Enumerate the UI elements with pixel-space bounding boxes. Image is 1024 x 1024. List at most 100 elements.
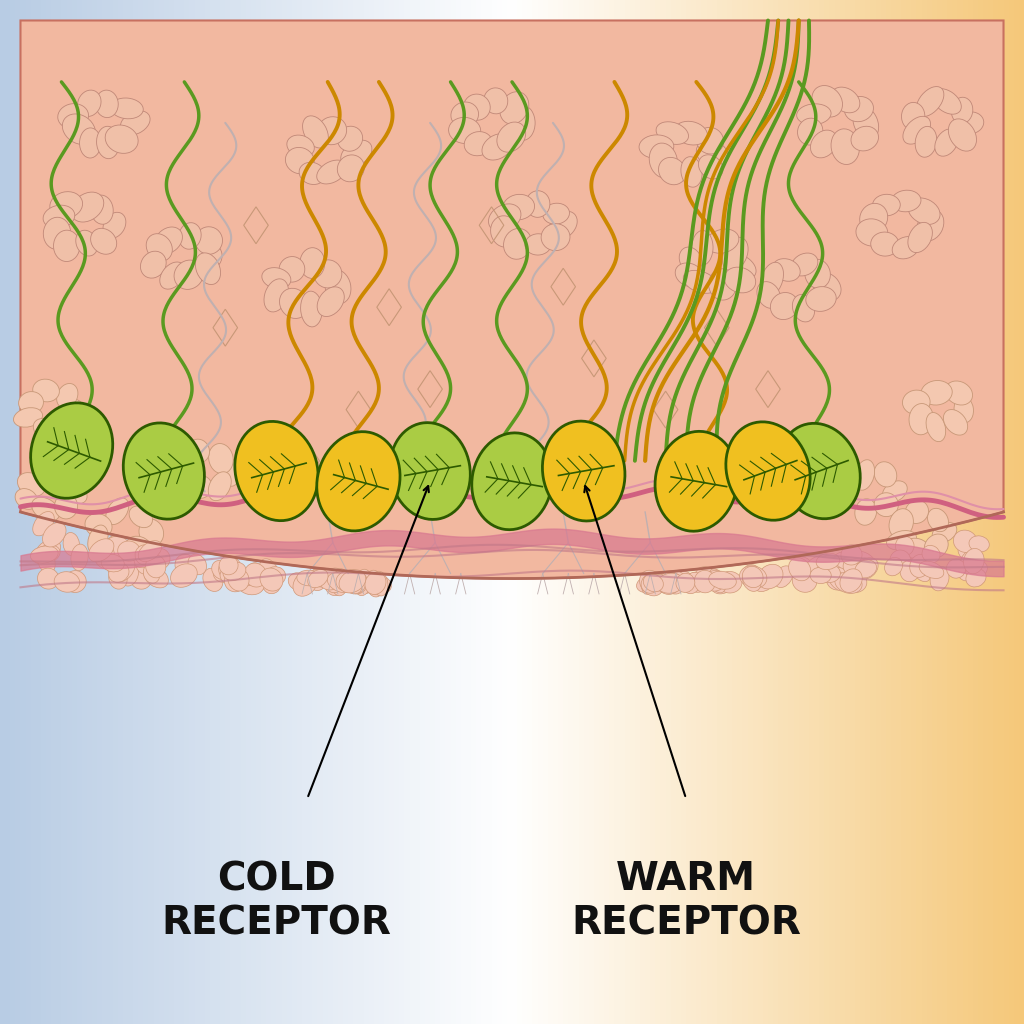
Ellipse shape	[793, 569, 817, 592]
Ellipse shape	[739, 566, 767, 589]
Ellipse shape	[324, 568, 346, 596]
Ellipse shape	[343, 569, 366, 593]
Ellipse shape	[213, 562, 234, 583]
Ellipse shape	[219, 557, 241, 580]
Ellipse shape	[62, 114, 95, 144]
Ellipse shape	[890, 550, 910, 570]
Ellipse shape	[130, 568, 152, 589]
Ellipse shape	[918, 210, 944, 241]
Ellipse shape	[709, 269, 736, 300]
Ellipse shape	[354, 569, 372, 596]
Ellipse shape	[325, 269, 351, 304]
PathPatch shape	[20, 20, 1004, 579]
Ellipse shape	[741, 564, 761, 585]
Ellipse shape	[683, 270, 718, 293]
Ellipse shape	[909, 558, 930, 582]
Ellipse shape	[372, 571, 388, 596]
Ellipse shape	[56, 383, 78, 409]
Ellipse shape	[961, 549, 982, 571]
Ellipse shape	[813, 272, 841, 301]
Ellipse shape	[223, 562, 246, 581]
Ellipse shape	[833, 471, 856, 495]
Ellipse shape	[778, 423, 860, 519]
Ellipse shape	[966, 568, 986, 587]
Ellipse shape	[657, 572, 681, 594]
Ellipse shape	[338, 126, 362, 152]
Ellipse shape	[171, 564, 198, 588]
Ellipse shape	[219, 456, 239, 486]
Ellipse shape	[676, 573, 695, 593]
Ellipse shape	[293, 570, 317, 596]
Ellipse shape	[339, 569, 366, 593]
Ellipse shape	[782, 450, 806, 473]
Ellipse shape	[449, 118, 480, 143]
Ellipse shape	[643, 573, 668, 593]
Ellipse shape	[774, 566, 793, 588]
Ellipse shape	[105, 536, 130, 563]
Ellipse shape	[935, 129, 958, 157]
Ellipse shape	[830, 461, 856, 481]
Ellipse shape	[80, 128, 101, 158]
Ellipse shape	[958, 545, 981, 563]
Ellipse shape	[761, 262, 783, 297]
Ellipse shape	[802, 441, 827, 467]
Ellipse shape	[895, 537, 914, 556]
Text: WARM
RECEPTOR: WARM RECEPTOR	[571, 860, 801, 942]
Ellipse shape	[887, 530, 916, 550]
Ellipse shape	[948, 119, 977, 152]
Ellipse shape	[101, 554, 124, 571]
Ellipse shape	[908, 222, 933, 253]
Ellipse shape	[810, 567, 831, 584]
Ellipse shape	[953, 530, 977, 552]
Ellipse shape	[709, 569, 726, 593]
Ellipse shape	[366, 570, 384, 597]
Ellipse shape	[920, 561, 944, 579]
Ellipse shape	[188, 554, 207, 574]
Ellipse shape	[793, 295, 815, 322]
Ellipse shape	[667, 571, 687, 591]
Ellipse shape	[228, 568, 255, 586]
Ellipse shape	[841, 545, 862, 565]
Ellipse shape	[365, 572, 386, 595]
Ellipse shape	[187, 439, 210, 463]
Ellipse shape	[227, 567, 249, 591]
Ellipse shape	[56, 462, 79, 488]
Ellipse shape	[31, 402, 113, 499]
Ellipse shape	[33, 379, 59, 401]
Ellipse shape	[932, 522, 956, 543]
Ellipse shape	[637, 574, 663, 593]
Ellipse shape	[915, 126, 937, 158]
Ellipse shape	[18, 391, 43, 414]
Ellipse shape	[870, 232, 899, 256]
Ellipse shape	[234, 422, 318, 520]
Ellipse shape	[15, 488, 38, 509]
Ellipse shape	[504, 228, 531, 259]
Ellipse shape	[793, 557, 811, 574]
Ellipse shape	[683, 572, 701, 594]
Ellipse shape	[525, 190, 550, 217]
Ellipse shape	[872, 195, 900, 216]
Ellipse shape	[964, 549, 984, 573]
Ellipse shape	[316, 432, 400, 530]
Ellipse shape	[38, 568, 59, 589]
Ellipse shape	[186, 475, 212, 499]
Ellipse shape	[874, 462, 897, 487]
Ellipse shape	[798, 118, 823, 145]
Ellipse shape	[856, 219, 888, 246]
Ellipse shape	[640, 570, 664, 596]
Ellipse shape	[930, 566, 949, 591]
Ellipse shape	[32, 498, 59, 521]
Ellipse shape	[851, 126, 879, 151]
Ellipse shape	[726, 254, 756, 279]
Ellipse shape	[815, 563, 841, 583]
Ellipse shape	[892, 237, 920, 259]
Ellipse shape	[711, 573, 734, 594]
Ellipse shape	[299, 162, 326, 184]
Ellipse shape	[525, 233, 551, 255]
Ellipse shape	[260, 568, 283, 591]
Ellipse shape	[370, 574, 391, 593]
Ellipse shape	[71, 193, 103, 222]
Ellipse shape	[328, 572, 354, 593]
Ellipse shape	[810, 130, 838, 158]
Ellipse shape	[146, 233, 172, 261]
